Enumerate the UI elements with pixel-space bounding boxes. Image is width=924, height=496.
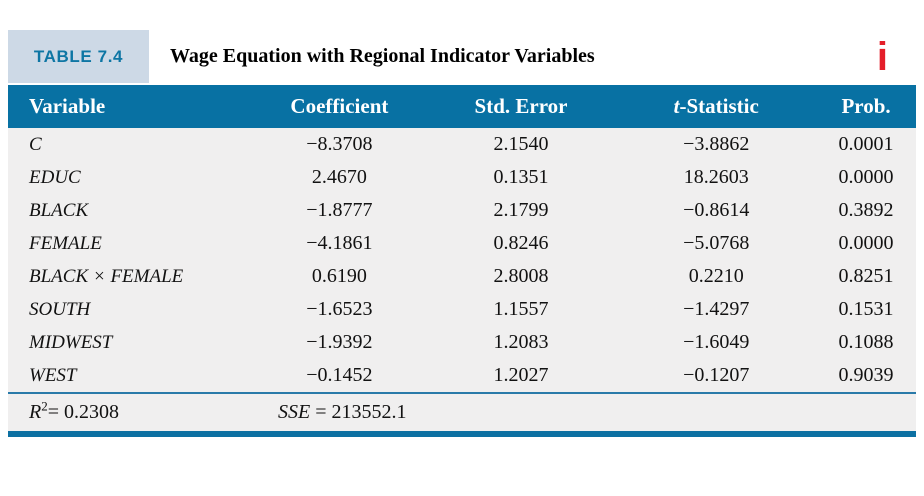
t_statistic-cell: 18.2603 [683,166,749,188]
sse-symbol: SSE [278,401,311,423]
prob-cell: 0.0001 [838,133,894,155]
sse-stat: SSE = 213552.1 [278,401,407,424]
r-squared-value: = 0.2308 [47,401,119,423]
table-body: C −8.3708 2.1540 −3.8862 0.0001 EDUC 2.4670 0.1… [8,128,916,392]
column-header-prob: Prob. [841,94,891,118]
info-icon[interactable]: i [876,34,888,79]
variable-cell: EDUC [29,166,81,188]
column-header-std_error: Std. Error [474,94,568,118]
coefficient-cell: −4.1861 [306,232,373,254]
column-header-variable: Variable [29,94,106,118]
t_statistic-cell: −1.6049 [683,331,750,353]
t_statistic-cell: −3.8862 [683,133,750,155]
variable-cell: SOUTH [29,298,91,320]
prob-cell: 0.1088 [838,331,894,353]
r-squared-exponent: 2 [41,398,48,414]
std_error-cell: 1.2083 [493,331,549,353]
variable-cell: C [29,133,42,155]
table-number-label: TABLE 7.4 [8,30,149,83]
table-figure: TABLE 7.4 Wage Equation with Regional In… [8,30,916,437]
table-row: FEMALE −4.1861 0.8246 −5.0768 0.0000 [8,227,916,260]
t_statistic-cell: 0.2210 [688,265,744,287]
variable-cell: FEMALE [29,232,102,254]
std_error-cell: 2.1540 [493,133,549,155]
t_statistic-cell: −5.0768 [683,232,750,254]
table-row: BLACK −1.8777 2.1799 −0.8614 0.3892 [8,194,916,227]
table-row: EDUC 2.4670 0.1351 18.2603 0.0000 [8,161,916,194]
r-squared-stat: R2= 0.2308 [29,398,119,424]
prob-cell: 0.0000 [838,166,894,188]
t_statistic-cell: −0.8614 [683,199,750,221]
variable-cell: BLACK [29,199,89,221]
prob-cell: 0.3892 [838,199,894,221]
caption-row: TABLE 7.4 Wage Equation with Regional In… [8,30,916,83]
column-header-coefficient: Coefficient [290,94,389,118]
coefficient-cell: 0.6190 [311,265,367,287]
std_error-cell: 1.2027 [493,364,549,386]
column-header-t_statistic: t-Statistic [673,94,759,118]
coefficient-cell: −0.1452 [306,364,373,386]
coefficient-cell: 2.4670 [311,166,367,188]
table-row: MIDWEST −1.9392 1.2083 −1.6049 0.1088 [8,326,916,359]
prob-cell: 0.9039 [838,364,894,386]
coefficient-cell: −1.8777 [306,199,373,221]
std_error-cell: 0.1351 [493,166,549,188]
std_error-cell: 2.8008 [493,265,549,287]
caption-divider [8,83,916,85]
table-row: SOUTH −1.6523 1.1557 −1.4297 0.1531 [8,293,916,326]
prob-cell: 0.8251 [838,265,894,287]
table-row: C −8.3708 2.1540 −3.8862 0.0001 [8,128,916,161]
header-row: Variable Coefficient Std. Error t-Statistic… [8,85,916,128]
coefficient-cell: −1.9392 [306,331,373,353]
coefficient-cell: −1.6523 [306,298,373,320]
coefficient-cell: −8.3708 [306,133,373,155]
table-title: Wage Equation with Regional Indicator Va… [170,45,595,67]
prob-cell: 0.0000 [838,232,894,254]
std_error-cell: 2.1799 [493,199,549,221]
variable-cell: WEST [29,364,77,386]
std_error-cell: 1.1557 [493,298,549,320]
variable-cell: BLACK × FEMALE [29,265,184,287]
t_statistic-cell: −1.4297 [683,298,750,320]
regression-table: Variable Coefficient Std. Error t-Statistic… [8,85,916,392]
prob-cell: 0.1531 [838,298,894,320]
std_error-cell: 0.8246 [493,232,549,254]
table-row: WEST −0.1452 1.2027 −0.1207 0.9039 [8,359,916,392]
r-squared-symbol: R [29,401,42,423]
t_statistic-cell: −0.1207 [683,364,750,386]
table-row: BLACK × FEMALE 0.6190 2.8008 0.2210 0.8251 [8,260,916,293]
variable-cell: MIDWEST [29,331,113,353]
summary-stats-row: R2= 0.2308 SSE = 213552.1 [8,392,916,431]
bottom-rule [8,431,916,437]
sse-value: = 213552.1 [310,401,407,423]
